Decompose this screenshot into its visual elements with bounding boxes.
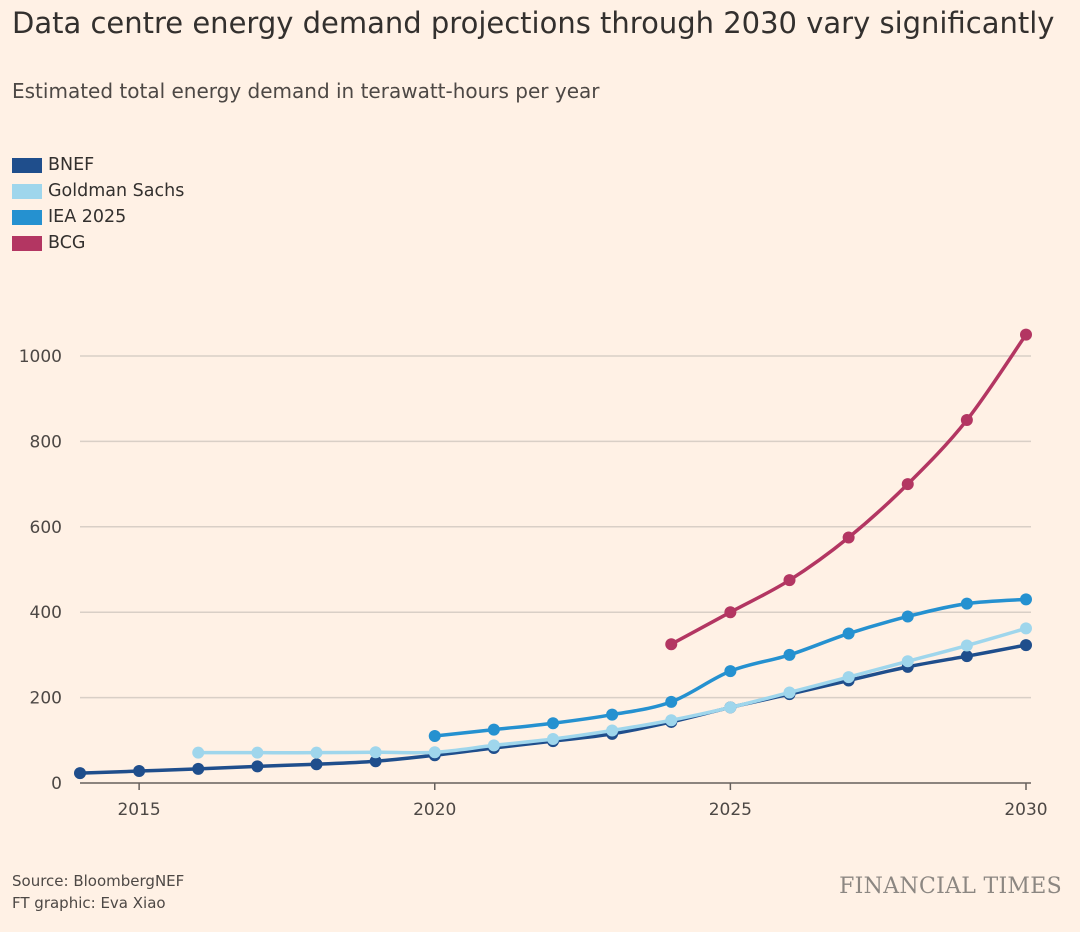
data-point-goldman-sachs-2020 bbox=[428, 746, 441, 759]
y-tick-label-600: 600 bbox=[30, 518, 62, 538]
source-text: Source: BloombergNEF bbox=[12, 872, 185, 890]
data-point-iea-2025-2023 bbox=[606, 708, 619, 721]
data-point-goldman-sachs-2024 bbox=[665, 714, 678, 727]
data-point-goldman-sachs-2017 bbox=[251, 746, 264, 759]
x-tick-label-2030: 2030 bbox=[1004, 800, 1047, 820]
legend-swatch-bcg bbox=[12, 235, 42, 251]
legend-swatch-bnef bbox=[12, 157, 42, 173]
data-point-bcg-2030 bbox=[1020, 328, 1032, 341]
legend-item-iea-2025: IEA 2025 bbox=[12, 204, 184, 230]
legend-label-bnef: BNEF bbox=[48, 155, 95, 175]
data-point-goldman-sachs-2025 bbox=[724, 701, 737, 714]
data-point-iea-2025-2024 bbox=[665, 695, 678, 708]
data-point-bcg-2024 bbox=[665, 638, 678, 651]
data-point-iea-2025-2022 bbox=[547, 717, 559, 730]
data-point-bcg-2029 bbox=[960, 414, 973, 427]
data-point-goldman-sachs-2029 bbox=[960, 639, 973, 652]
legend-item-bcg: BCG bbox=[12, 230, 184, 256]
legend-label-goldman-sachs: Goldman Sachs bbox=[48, 181, 185, 201]
data-point-iea-2025-2020 bbox=[428, 730, 441, 743]
data-point-bnef-2030 bbox=[1020, 639, 1032, 652]
data-point-goldman-sachs-2023 bbox=[606, 724, 619, 737]
chart-title: Data centre energy demand projections th… bbox=[12, 6, 1055, 40]
legend-swatch-iea-2025 bbox=[12, 209, 42, 225]
data-point-iea-2025-2028 bbox=[901, 610, 914, 623]
financial-times-logo: FINANCIAL TIMES bbox=[839, 874, 1062, 899]
x-tick-label-2020: 2020 bbox=[413, 800, 456, 820]
source-note: Source: BloombergNEF FT graphic: Eva Xia… bbox=[12, 870, 184, 914]
y-tick-label-400: 400 bbox=[30, 603, 62, 623]
y-tick-label-800: 800 bbox=[30, 432, 62, 452]
legend-label-iea-2025: IEA 2025 bbox=[48, 207, 127, 227]
legend-item-bnef: BNEF bbox=[12, 152, 184, 178]
x-tick-label-2025: 2025 bbox=[709, 800, 752, 820]
legend-label-bcg: BCG bbox=[48, 233, 86, 253]
data-point-iea-2025-2027 bbox=[842, 627, 855, 640]
data-point-iea-2025-2030 bbox=[1020, 593, 1032, 606]
series-line-bcg bbox=[669, 332, 1028, 646]
data-point-goldman-sachs-2027 bbox=[842, 671, 855, 684]
data-point-bnef-2017 bbox=[251, 760, 264, 773]
data-point-goldman-sachs-2026 bbox=[783, 686, 796, 699]
data-point-bnef-2019 bbox=[369, 755, 382, 768]
legend-swatch-goldman-sachs bbox=[12, 183, 42, 199]
data-point-iea-2025-2025 bbox=[724, 665, 737, 678]
data-point-bnef-2014 bbox=[74, 767, 86, 780]
data-point-bnef-2016 bbox=[192, 762, 205, 775]
data-point-goldman-sachs-2019 bbox=[369, 746, 382, 759]
data-point-iea-2025-2029 bbox=[960, 597, 973, 610]
data-point-iea-2025-2021 bbox=[487, 723, 500, 736]
data-point-goldman-sachs-2018 bbox=[310, 746, 323, 759]
credit-text: FT graphic: Eva Xiao bbox=[12, 894, 166, 912]
chart-subtitle: Estimated total energy demand in terawat… bbox=[12, 79, 600, 103]
y-tick-label-0: 0 bbox=[51, 774, 62, 794]
data-point-goldman-sachs-2021 bbox=[487, 739, 500, 752]
data-point-goldman-sachs-2016 bbox=[192, 746, 205, 759]
y-tick-label-1000: 1000 bbox=[19, 347, 62, 367]
data-point-goldman-sachs-2028 bbox=[901, 655, 914, 668]
legend-item-goldman-sachs: Goldman Sachs bbox=[12, 178, 184, 204]
data-point-bcg-2028 bbox=[901, 478, 914, 491]
data-point-bnef-2029 bbox=[960, 650, 973, 663]
data-point-bcg-2026 bbox=[783, 574, 796, 587]
data-point-goldman-sachs-2022 bbox=[547, 733, 559, 746]
data-point-bcg-2027 bbox=[842, 531, 855, 544]
data-point-bnef-2018 bbox=[310, 758, 323, 771]
data-point-bnef-2015 bbox=[133, 765, 146, 778]
data-point-bcg-2025 bbox=[724, 606, 737, 619]
legend: BNEF Goldman Sachs IEA 2025 BCG bbox=[12, 152, 184, 256]
data-point-iea-2025-2026 bbox=[783, 648, 796, 661]
x-tick-label-2015: 2015 bbox=[117, 800, 160, 820]
y-tick-label-200: 200 bbox=[30, 689, 62, 709]
data-point-goldman-sachs-2030 bbox=[1020, 622, 1032, 635]
